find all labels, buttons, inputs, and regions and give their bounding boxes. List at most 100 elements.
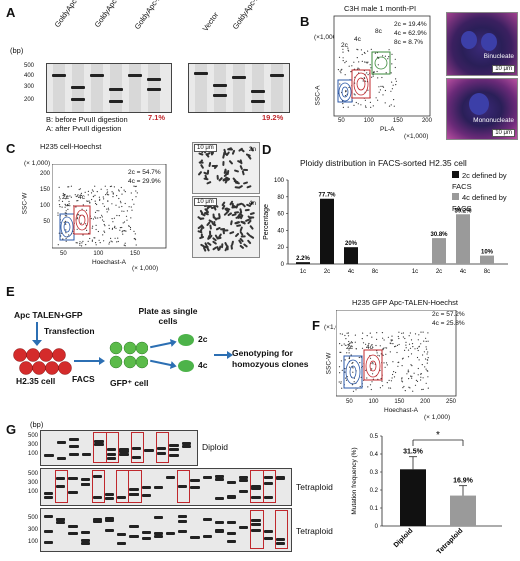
y-tick-label: 80 — [277, 195, 284, 201]
flow-event — [371, 344, 373, 346]
bar — [450, 495, 476, 526]
flow-event — [96, 210, 98, 212]
flow-event — [106, 211, 108, 213]
flow-event — [87, 200, 89, 202]
flow-event — [379, 387, 381, 389]
flow-event — [112, 196, 114, 198]
flow-event — [367, 50, 369, 52]
flow-event — [108, 209, 110, 211]
flow-event — [398, 337, 400, 340]
flow-event — [85, 244, 87, 246]
flow-event — [362, 80, 364, 82]
flow-event — [383, 339, 385, 341]
gate-b-4c: 4c — [354, 36, 361, 43]
flow-event — [351, 65, 353, 67]
flow-event — [422, 354, 424, 356]
flow-event — [57, 212, 59, 214]
flow-event — [393, 105, 395, 107]
gel-g-diploid — [40, 430, 198, 466]
flow-event — [85, 209, 88, 211]
flow-event — [398, 361, 400, 363]
flow-event — [359, 385, 361, 388]
flow-event — [348, 344, 350, 346]
gel-band — [181, 444, 191, 448]
x-tick-label: 1c — [412, 269, 418, 275]
y-tick-label: 0 — [375, 524, 379, 530]
mutant-lane-highlight — [130, 432, 144, 463]
flow-event — [110, 240, 112, 242]
flow-event — [62, 192, 64, 195]
mutant-lane-highlight — [177, 470, 191, 503]
xticks-b: 50 100 150 200 — [338, 118, 432, 124]
x-tick-label: 2c — [324, 269, 330, 275]
chromosome — [227, 147, 232, 151]
flow-event — [339, 70, 341, 72]
flow-event — [99, 242, 101, 244]
y-tick-label: 0.1 — [370, 506, 379, 512]
flow-event — [135, 190, 137, 192]
gel-band — [227, 494, 237, 498]
bar-value-label: 16.9% — [453, 478, 474, 485]
flow-event — [404, 337, 406, 340]
panel-c-yunit: (× 1,000) — [24, 160, 51, 167]
flow-event — [395, 84, 397, 86]
flow-event — [76, 216, 78, 218]
panel-e-letter: E — [6, 284, 15, 299]
chromosome — [249, 225, 254, 230]
bar — [296, 262, 310, 264]
flow-event — [80, 194, 82, 196]
ladder-tick: 200 — [24, 97, 35, 103]
flow-event — [95, 217, 97, 219]
chromosome — [249, 216, 255, 219]
gel-band — [92, 475, 102, 479]
flow-event — [133, 238, 135, 240]
flow-event — [369, 357, 372, 359]
arrow-head-icon — [32, 340, 42, 346]
flow-event — [384, 89, 386, 92]
flow-event — [404, 390, 406, 392]
flow-event — [75, 195, 77, 198]
gel-band — [153, 532, 163, 536]
flow-event — [427, 359, 429, 361]
gel-band — [52, 74, 66, 77]
gel-band — [109, 100, 123, 103]
gate-f-4c: 4c — [366, 344, 373, 351]
lane-header-r: GoldyApc-R — [92, 0, 124, 29]
flow-event — [390, 72, 392, 74]
flow-event — [75, 206, 77, 208]
flow-event — [420, 343, 422, 345]
chromosome — [197, 171, 202, 176]
flow-event — [389, 387, 392, 389]
flow-event — [390, 90, 392, 92]
chromosome — [216, 174, 219, 180]
flow-event — [410, 364, 412, 366]
bar-value-label: 77.7% — [318, 193, 336, 199]
chromosome — [239, 237, 244, 243]
chromosome — [229, 200, 234, 206]
flow-event — [383, 347, 385, 349]
flow-event — [392, 373, 394, 376]
flow-event — [388, 56, 390, 58]
gel-band — [71, 98, 85, 101]
flow-event — [79, 243, 81, 245]
ladder-tick: 500 — [27, 433, 38, 439]
flow-event — [345, 90, 347, 92]
flow-event — [367, 89, 369, 91]
flow-event — [94, 237, 96, 239]
chromosome — [218, 177, 223, 182]
scalebar-c2: 10 μm — [194, 198, 217, 206]
gel-band — [44, 492, 54, 496]
chromosome — [208, 219, 214, 223]
flow-event — [101, 214, 103, 216]
flow-event — [393, 99, 395, 101]
panel-b-title: C3H male 1 month-PI — [344, 4, 417, 13]
chart-d-title: Ploidy distribution in FACS-sorted H2.35… — [300, 158, 467, 168]
flow-event — [401, 377, 403, 379]
flow-event — [95, 224, 97, 226]
x-tick-label: Tetraploid — [436, 527, 465, 556]
gel-band — [94, 439, 104, 443]
flow-event — [365, 106, 367, 108]
gel-band — [251, 484, 261, 488]
gel-band — [68, 524, 78, 528]
flow-event — [340, 382, 342, 384]
